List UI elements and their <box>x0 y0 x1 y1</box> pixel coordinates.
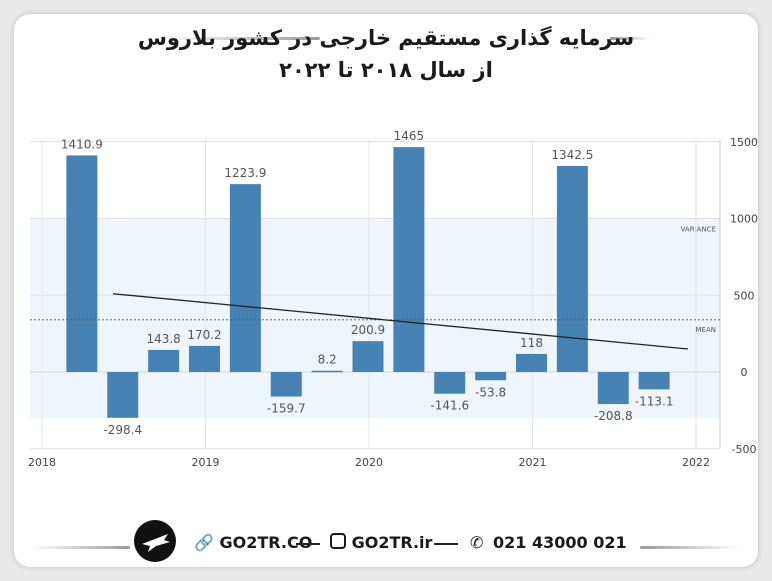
bar <box>189 345 220 372</box>
website-link[interactable]: 🔗 GO2TR.CO <box>194 533 312 552</box>
data-label: 170.2 <box>187 328 221 342</box>
bar <box>516 353 547 372</box>
data-label: 118 <box>520 336 543 350</box>
bar <box>311 370 343 373</box>
bar <box>352 341 384 372</box>
data-label: -53.8 <box>475 385 506 399</box>
data-label: -159.7 <box>267 402 306 416</box>
data-label: 8.2 <box>318 353 337 367</box>
bar <box>434 372 466 394</box>
mean-label: MEAN <box>696 326 717 334</box>
title-decor-line-left <box>160 37 320 40</box>
variance-label: VARIANCE <box>681 226 716 234</box>
footer-decor-line-left <box>30 546 130 549</box>
bar <box>556 165 588 372</box>
bar <box>597 372 629 405</box>
instagram-text: GO2TR.ir <box>351 533 433 552</box>
x-tick-label: 2020 <box>355 456 383 469</box>
title-decor-line-right <box>610 37 650 40</box>
footer-separator <box>434 543 458 545</box>
instagram-icon <box>330 533 346 549</box>
data-label: 1342.5 <box>551 148 593 162</box>
data-label: -141.6 <box>430 399 469 413</box>
y-tick-label: 0 <box>741 366 748 379</box>
y-tick-label: 1500 <box>730 136 758 149</box>
phone-link[interactable]: ✆ 021 43000 021 <box>470 533 627 552</box>
y-tick-label: -500 <box>732 443 757 456</box>
footer-decor-line-right <box>640 546 740 549</box>
x-tick-label: 2018 <box>28 456 56 469</box>
x-tick-label: 2019 <box>192 456 220 469</box>
y-tick-label: 1000 <box>730 213 758 226</box>
data-label: 1410.9 <box>61 137 103 151</box>
data-label: 1465 <box>394 129 425 143</box>
website-text: GO2TR.CO <box>219 533 313 552</box>
bar <box>638 372 670 390</box>
footer-separator <box>296 543 320 545</box>
x-tick-label: 2022 <box>682 456 710 469</box>
trend-line <box>112 293 688 350</box>
bar <box>475 372 507 381</box>
y-tick-label: 500 <box>734 289 755 302</box>
bar <box>393 147 425 372</box>
data-label: -298.4 <box>103 423 142 437</box>
logo-icon <box>134 520 176 562</box>
x-tick-label: 2021 <box>519 456 547 469</box>
instagram-link[interactable]: GO2TR.ir <box>330 533 432 552</box>
bar <box>107 372 139 418</box>
chart-title-line1: سرمایه گذاری مستقیم خارجی در کشور بلاروس <box>137 26 635 50</box>
bar <box>66 155 98 372</box>
bar <box>229 184 261 372</box>
bar <box>148 349 180 372</box>
airplane-icon <box>142 534 170 552</box>
link-icon: 🔗 <box>194 533 214 552</box>
data-label: 1223.9 <box>224 166 266 180</box>
data-label: 143.8 <box>146 332 180 346</box>
data-label: 200.9 <box>351 323 385 337</box>
data-label: -113.1 <box>635 394 674 408</box>
phone-icon: ✆ <box>470 533 484 552</box>
bar <box>270 372 302 397</box>
phone-text: 021 43000 021 <box>492 533 627 552</box>
chart-title-line2: از سال ۲۰۱۸ تا ۲۰۲۲ <box>279 58 493 82</box>
data-label: -208.8 <box>594 409 633 423</box>
footer: 🔗 GO2TR.CO GO2TR.ir ✆ 021 43000 021 <box>0 521 772 561</box>
